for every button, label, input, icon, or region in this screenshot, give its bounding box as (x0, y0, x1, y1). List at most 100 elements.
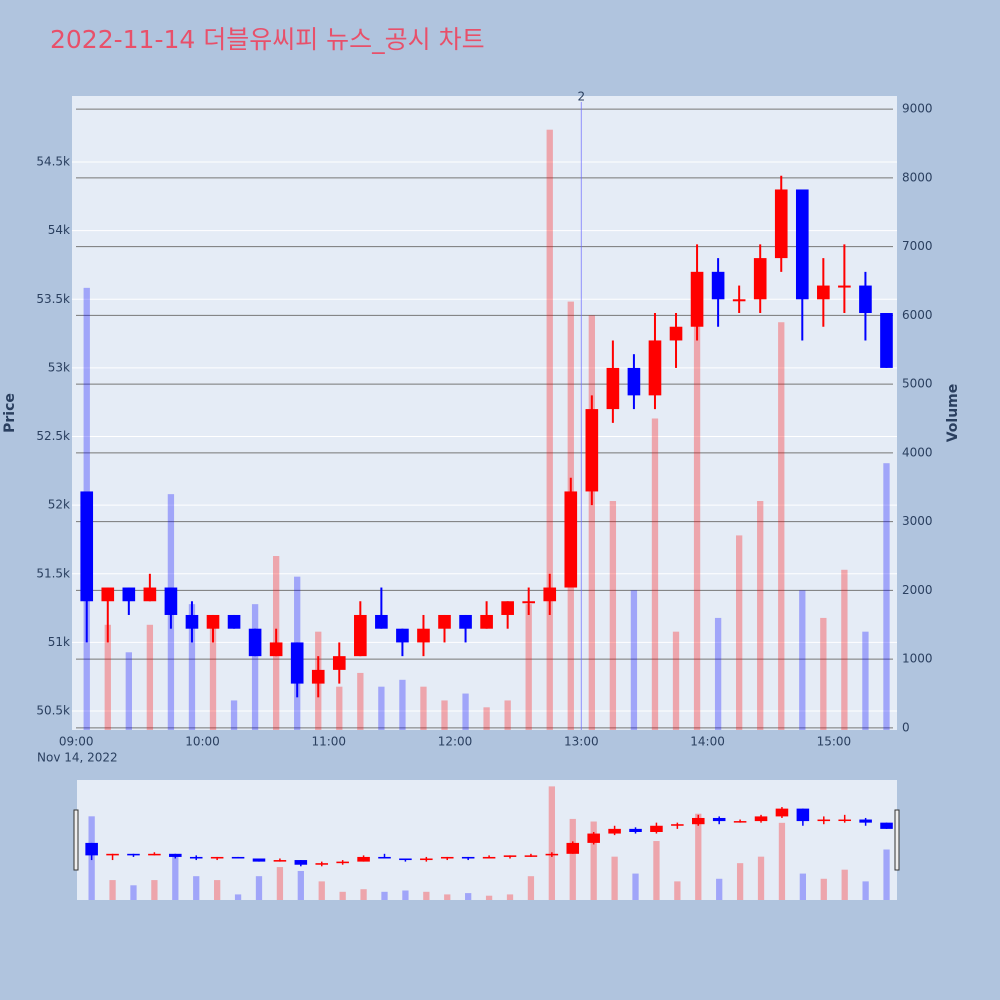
candle-body (311, 669, 325, 684)
x-tick-label: 11:00 (311, 735, 346, 749)
mini-candle-body (566, 842, 580, 854)
candle-body (585, 409, 599, 492)
volume-bar (546, 129, 553, 730)
candle-body (774, 189, 788, 259)
candle-body (480, 614, 493, 629)
y2-tick-label: 0 (902, 720, 910, 734)
volume-bar (883, 463, 890, 730)
volume-bar (251, 604, 259, 730)
plot-area (72, 96, 897, 730)
candle-body (417, 628, 430, 643)
mini-volume-bar (778, 822, 786, 900)
volume-bar (483, 707, 490, 730)
mini-candle-body (148, 853, 161, 856)
mini-volume-bar (736, 863, 744, 900)
candle-body (522, 601, 536, 604)
y-axis-title: Price (2, 393, 18, 433)
candle-body (817, 285, 830, 300)
mini-volume-bar (506, 894, 514, 900)
candle-body (164, 587, 178, 615)
candle-body (859, 285, 872, 314)
volume-bar (420, 686, 427, 730)
volume-bar (146, 624, 154, 730)
mini-volume-bar (172, 855, 179, 900)
mini-volume-bar (569, 818, 576, 900)
volume-bar (125, 652, 132, 730)
mini-candle-body (482, 856, 496, 859)
mini-volume-bar (109, 880, 116, 900)
volume-bar (378, 686, 385, 730)
mini-volume-bar (151, 880, 158, 900)
candle-body (248, 628, 262, 657)
mini-volume-bar (611, 856, 618, 900)
candle-body (143, 587, 157, 602)
candle-body (627, 367, 641, 396)
candle-body (438, 614, 451, 629)
y-tick-label: 54.5k (36, 155, 70, 169)
volume-bar (399, 679, 406, 730)
volume-bar (104, 624, 111, 730)
mini-volume-bar (653, 841, 660, 900)
mini-candle-body (106, 853, 119, 856)
annotation-text: 2 (577, 90, 585, 104)
candle-body (564, 491, 578, 588)
volume-bar (336, 686, 343, 730)
x-tick-label: 10:00 (185, 735, 220, 749)
mini-volume-bar (695, 813, 702, 900)
volume-bar (230, 700, 238, 730)
mini-volume-bar (276, 867, 284, 900)
volume-bar (209, 624, 217, 730)
y2-tick-label: 9000 (902, 102, 933, 116)
mini-candle-body (775, 808, 789, 817)
x-tick-label: 13:00 (564, 735, 599, 749)
mini-volume-bar (193, 876, 200, 900)
x-tick-label: 09:00 (59, 735, 94, 749)
candle-body (185, 614, 199, 629)
candle-body (501, 601, 514, 615)
candle-body (269, 642, 283, 657)
volume-bar (188, 604, 196, 730)
y2-tick-label: 7000 (902, 239, 933, 253)
mini-candle-body (294, 860, 308, 865)
mini-candle-body (399, 858, 412, 861)
y2-tick-label: 4000 (902, 445, 933, 459)
mini-candle-body (587, 833, 600, 843)
mini-volume-bar (862, 881, 869, 900)
volume-bar (609, 501, 617, 730)
chart-title: 2022-11-14 더블유씨피 뉴스_공시 차트 (50, 25, 485, 54)
volume-bar (820, 617, 827, 730)
mini-volume-bar (757, 856, 765, 900)
mini-volume-bar (820, 878, 827, 900)
x-tick-label: 15:00 (817, 735, 852, 749)
volume-bar (778, 322, 785, 730)
y-tick-label: 51.5k (36, 566, 70, 580)
mini-volume-bar (548, 786, 555, 900)
mini-volume-bar (799, 873, 807, 900)
mini-candle-body (231, 856, 245, 859)
mini-candle-body (692, 817, 705, 825)
candle-body (606, 367, 620, 410)
volume-bar (735, 535, 743, 730)
volume-bar (651, 418, 659, 730)
mini-volume-bar (402, 890, 409, 900)
volume-bar (672, 631, 680, 730)
candle-body (375, 614, 388, 629)
mini-candle-body (440, 856, 454, 859)
mini-candle-body (357, 856, 370, 862)
mini-candle-body (880, 822, 893, 829)
x-tick-label: 14:00 (690, 735, 725, 749)
volume-bar (588, 315, 595, 730)
candle-body (101, 587, 115, 602)
range-slider[interactable] (77, 780, 897, 900)
y2-tick-label: 5000 (902, 377, 933, 391)
mini-volume-bar (214, 880, 221, 900)
volume-bar (799, 590, 806, 730)
y2-tick-label: 8000 (902, 170, 933, 184)
mini-candle-body (273, 860, 287, 862)
y-tick-label: 53.5k (36, 292, 70, 306)
y-tick-label: 50.5k (36, 704, 70, 718)
mini-candle-body (503, 855, 517, 857)
volume-bar (693, 274, 701, 730)
x-date-label: Nov 14, 2022 (37, 751, 118, 765)
mini-volume-bar (485, 895, 493, 900)
